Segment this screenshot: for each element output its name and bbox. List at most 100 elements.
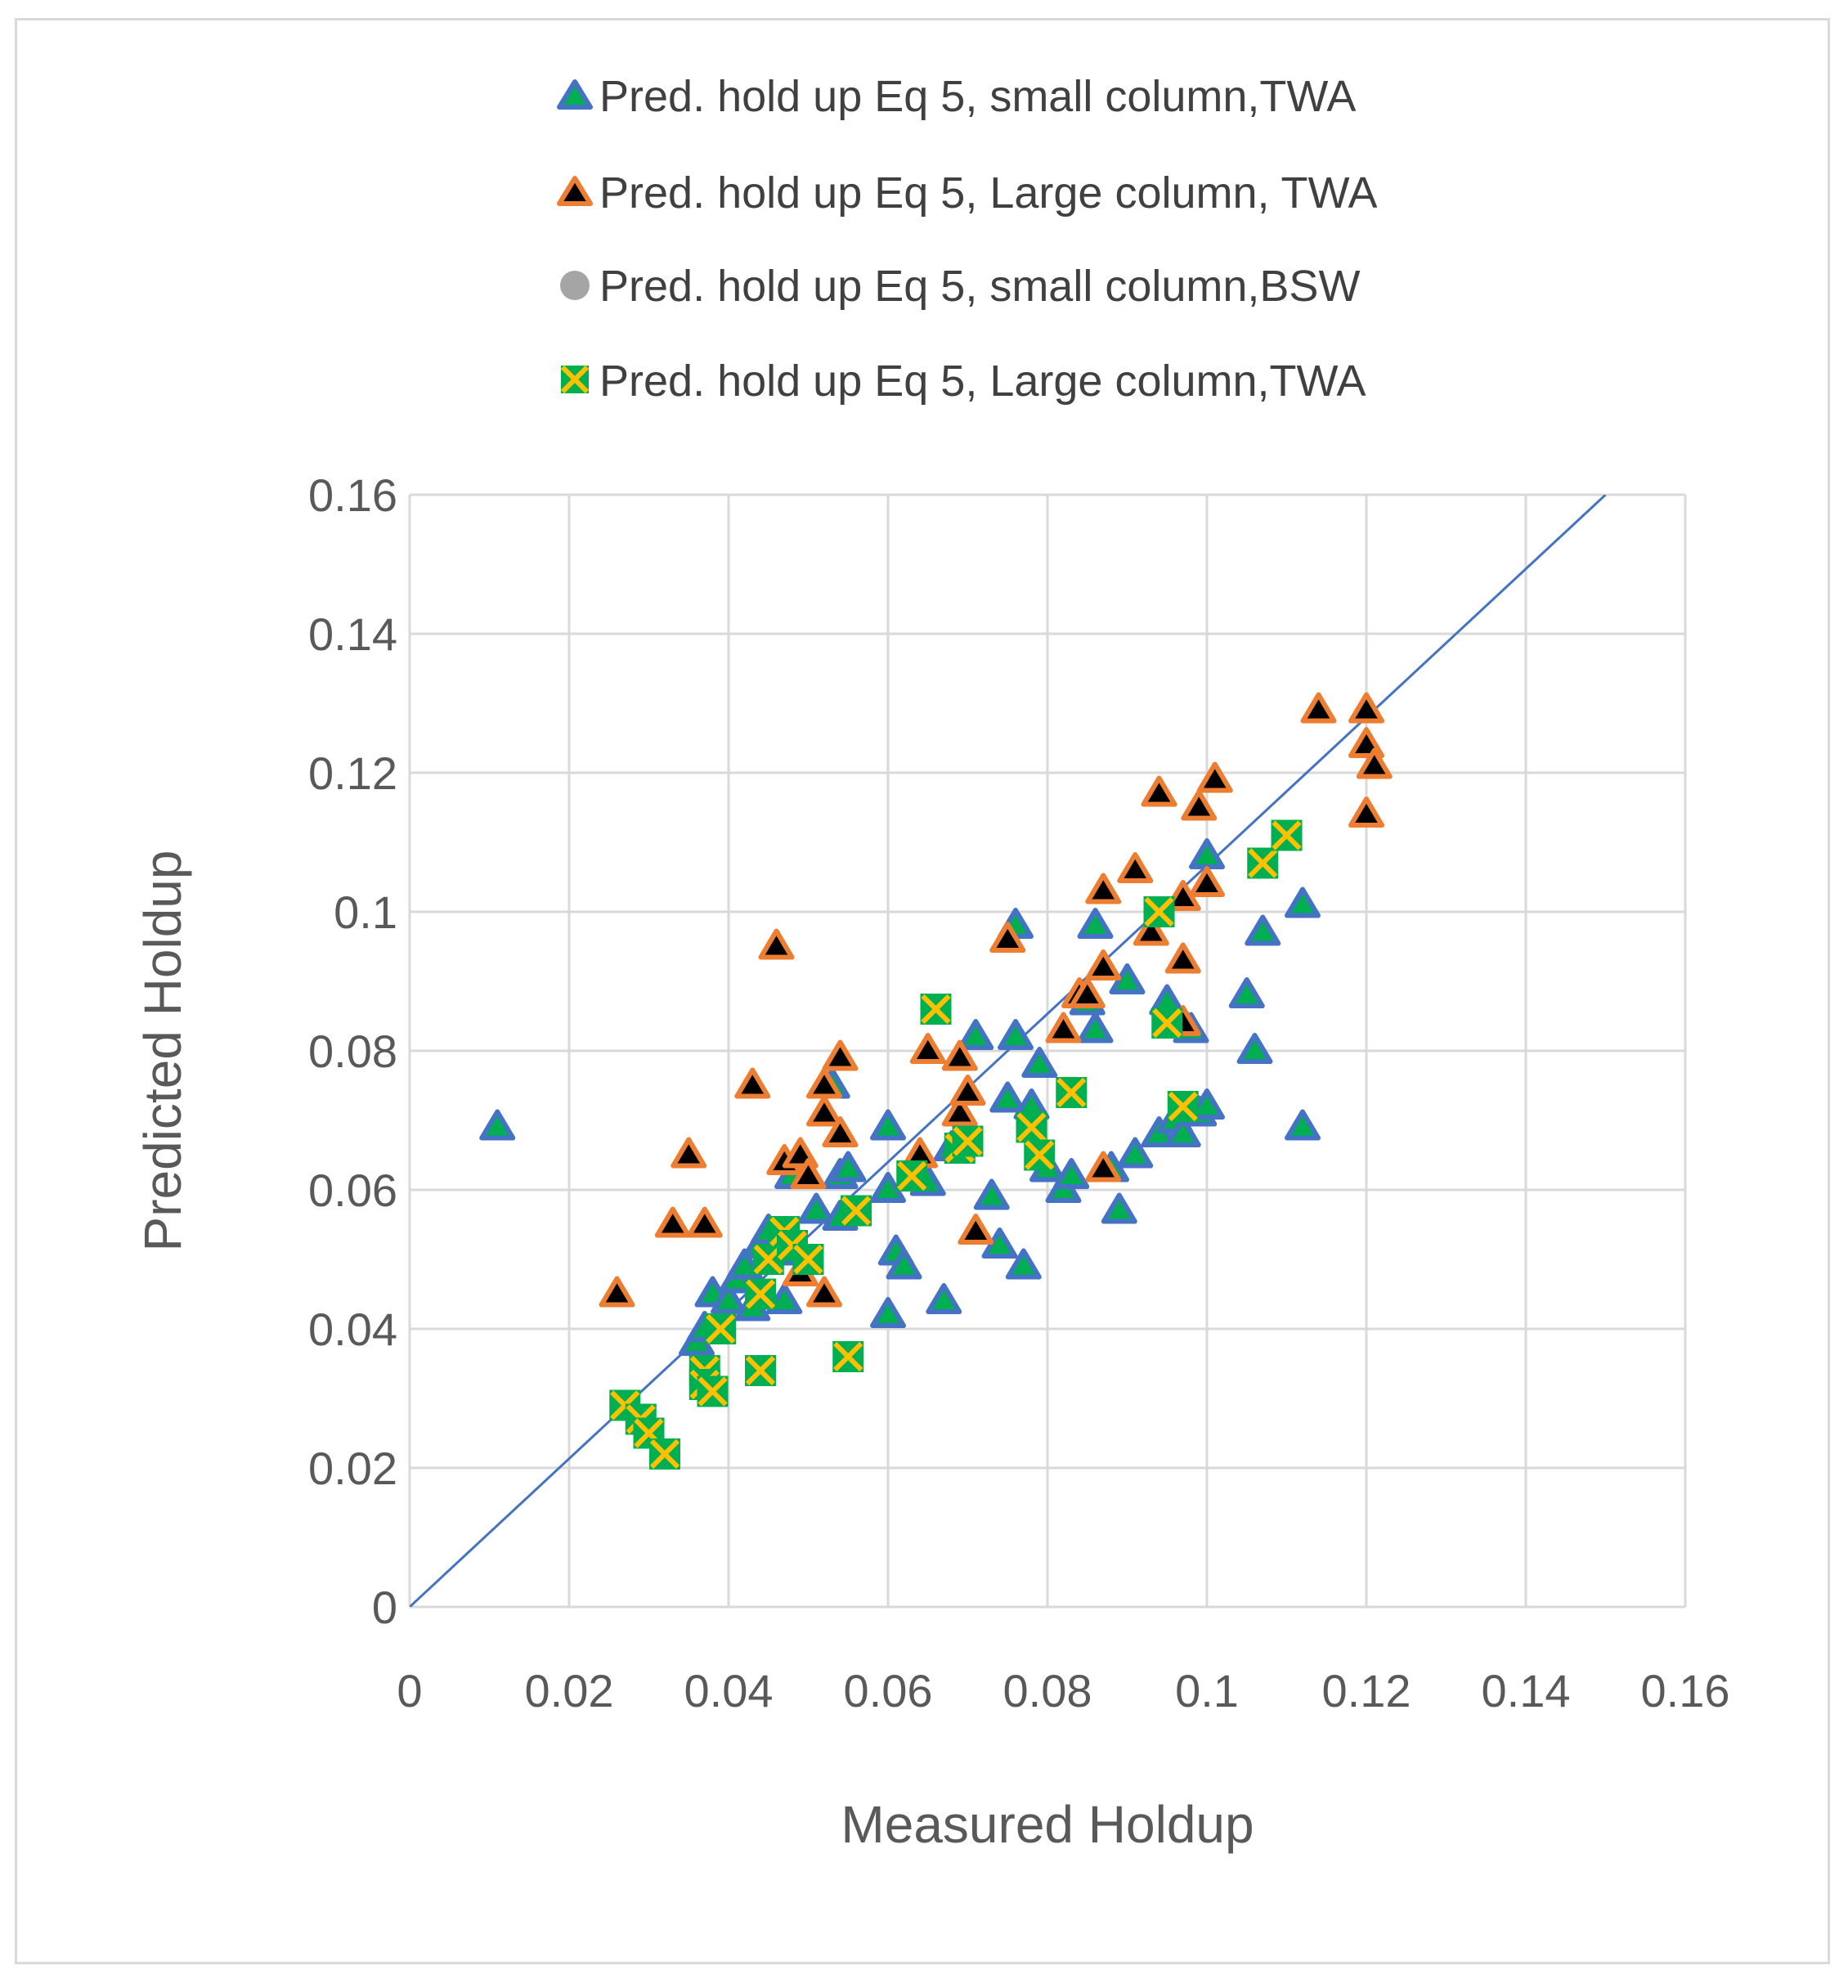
data-point bbox=[1285, 886, 1321, 918]
data-point bbox=[896, 1160, 928, 1191]
y-tick-label: 0.12 bbox=[308, 747, 397, 799]
data-point bbox=[705, 1313, 737, 1344]
y-tick-label: 0.14 bbox=[308, 608, 397, 660]
x-tick-label: 0.02 bbox=[525, 1665, 614, 1717]
data-point bbox=[792, 1244, 824, 1275]
x-tick-labels: 0 0.02 0.04 0.06 0.08 0.1 0.12 0.14 0.16 bbox=[397, 1665, 1729, 1717]
grid-lines bbox=[408, 493, 1687, 1609]
data-point bbox=[958, 1214, 994, 1245]
y-tick-labels: 0 0.02 0.04 0.06 0.08 0.1 0.12 0.14 0.16 bbox=[308, 469, 397, 1633]
data-point bbox=[479, 1109, 516, 1141]
data-point bbox=[1141, 775, 1177, 807]
data-point bbox=[1077, 1012, 1114, 1043]
data-point bbox=[1016, 1111, 1047, 1143]
x-tick-label: 0 bbox=[397, 1665, 422, 1717]
data-point bbox=[952, 1125, 984, 1157]
data-point bbox=[870, 1297, 906, 1328]
legend-entry-2: Pred. hold up Eq 5, Large column, TWA bbox=[557, 168, 1378, 218]
data-point bbox=[1236, 1033, 1273, 1064]
data-point bbox=[1045, 1012, 1082, 1043]
data-point bbox=[654, 1206, 691, 1238]
data-point bbox=[973, 1178, 1010, 1210]
data-point bbox=[1247, 847, 1279, 879]
chart-frame: Pred. hold up Eq 5, small column,TWA Pre… bbox=[15, 18, 1830, 1964]
data-point bbox=[745, 1278, 776, 1310]
data-point bbox=[1085, 949, 1122, 981]
data-point bbox=[806, 1067, 842, 1099]
data-point bbox=[1356, 747, 1393, 779]
data-point bbox=[949, 1075, 986, 1106]
data-point bbox=[832, 1341, 864, 1372]
data-point bbox=[806, 1276, 842, 1308]
data-point bbox=[841, 1195, 872, 1227]
data-point bbox=[926, 1283, 962, 1314]
legend-marker-x-mark bbox=[560, 365, 590, 394]
scatter-chart: Pred. hold up Eq 5, small column,TWA Pre… bbox=[133, 72, 1730, 1854]
data-point bbox=[1069, 977, 1106, 1008]
data-point bbox=[1189, 866, 1225, 897]
data-point bbox=[941, 1095, 978, 1127]
y-tick-label: 0.06 bbox=[308, 1165, 397, 1216]
data-point bbox=[1117, 1137, 1154, 1169]
y-tick-label: 0.16 bbox=[308, 469, 397, 521]
data-point bbox=[1005, 1248, 1042, 1280]
data-point bbox=[1053, 1158, 1090, 1189]
data-point bbox=[886, 1248, 922, 1280]
data-point bbox=[822, 1039, 859, 1071]
data-point bbox=[758, 928, 795, 960]
data-point bbox=[1300, 692, 1337, 724]
legend-label-2: Pred. hold up Eq 5, Large column, TWA bbox=[599, 168, 1378, 218]
x-tick-label: 0.04 bbox=[684, 1665, 774, 1717]
y-tick-label: 0.08 bbox=[308, 1025, 397, 1077]
data-point bbox=[1228, 977, 1265, 1008]
data-point bbox=[1181, 789, 1218, 821]
data-point bbox=[745, 1355, 776, 1386]
data-point bbox=[989, 922, 1026, 953]
data-point bbox=[1151, 1007, 1183, 1039]
data-point bbox=[633, 1417, 665, 1449]
data-point bbox=[870, 1109, 906, 1141]
data-point bbox=[1245, 914, 1281, 946]
parity-line bbox=[410, 495, 1607, 1607]
data-point bbox=[1117, 852, 1154, 883]
data-point bbox=[1167, 1091, 1199, 1122]
legend-label-4: Pred. hold up Eq 5, Large column,TWA bbox=[599, 357, 1366, 406]
x-tick-label: 0.12 bbox=[1322, 1665, 1411, 1717]
data-point bbox=[806, 1095, 842, 1127]
legend-marker-triangle-green-icon bbox=[557, 79, 593, 110]
data-point bbox=[822, 1116, 859, 1147]
data-point bbox=[941, 1039, 978, 1071]
legend-label-3: Pred. hold up Eq 5, small column,BSW bbox=[599, 262, 1360, 311]
data-point bbox=[734, 1067, 771, 1099]
data-point bbox=[1101, 1192, 1137, 1224]
data-point bbox=[1196, 761, 1233, 793]
data-point bbox=[830, 1151, 867, 1182]
x-tick-label: 0.16 bbox=[1641, 1665, 1730, 1717]
x-axis-title: Measured Holdup bbox=[841, 1795, 1254, 1854]
data-point bbox=[790, 1158, 827, 1189]
data-point bbox=[798, 1192, 835, 1224]
data-point bbox=[870, 1172, 906, 1203]
y-tick-label: 0.1 bbox=[334, 886, 397, 938]
data-point bbox=[1143, 896, 1175, 927]
data-point bbox=[1285, 1109, 1321, 1141]
data-point bbox=[1164, 942, 1201, 974]
data-point bbox=[1024, 1139, 1056, 1171]
x-tick-label: 0.14 bbox=[1482, 1665, 1571, 1717]
data-point bbox=[1085, 1151, 1122, 1182]
y-axis-title: Predicted Holdup bbox=[133, 850, 192, 1252]
series-2 bbox=[599, 692, 1393, 1308]
data-point bbox=[697, 1375, 729, 1407]
data-point bbox=[920, 994, 952, 1025]
data-point bbox=[1077, 908, 1114, 939]
x-tick-label: 0.06 bbox=[844, 1665, 933, 1717]
data-point bbox=[711, 1283, 747, 1314]
y-tick-label: 0.04 bbox=[308, 1304, 397, 1355]
parity-line-group bbox=[410, 495, 1607, 1607]
series-4 bbox=[609, 819, 1303, 1470]
data-point bbox=[686, 1206, 723, 1238]
data-point bbox=[989, 1081, 1026, 1113]
x-tick-label: 0.08 bbox=[1003, 1665, 1092, 1717]
data-point bbox=[649, 1438, 680, 1470]
x-tick-label: 0.1 bbox=[1175, 1665, 1239, 1717]
